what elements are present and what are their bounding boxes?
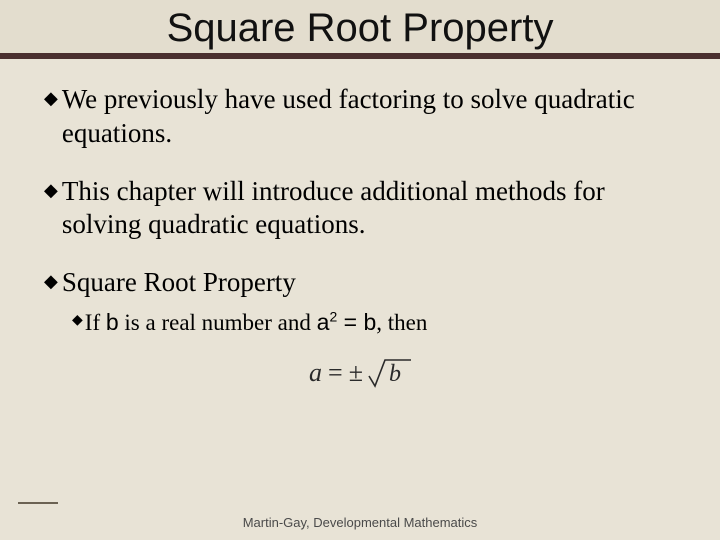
bullet-2-text: This chapter will introduce additional m… <box>62 175 676 243</box>
bullet-2: ◆ This chapter will introduce additional… <box>44 175 676 243</box>
diamond-icon: ◆ <box>72 308 83 334</box>
sub-var-b1: b <box>106 309 119 335</box>
slide-body: ◆ We previously have used factoring to s… <box>0 59 720 388</box>
equation: a = ± b <box>44 358 676 388</box>
title-bar: Square Root Property <box>0 0 720 59</box>
diamond-icon: ◆ <box>44 175 58 205</box>
sub-bullet-1-text: If b is a real number and a2 = b, then <box>85 308 428 338</box>
decorative-line <box>18 502 58 504</box>
sub-eq: = <box>337 309 363 335</box>
sub-text-mid2: is a real number and <box>119 310 317 335</box>
equation-pm: ± <box>349 358 363 388</box>
diamond-icon: ◆ <box>44 266 58 296</box>
sub-var-b2: b <box>363 309 376 335</box>
equation-eq: = <box>328 358 343 388</box>
sub-var-a: a <box>317 309 330 335</box>
diamond-icon: ◆ <box>44 83 58 113</box>
sqrt-icon: b <box>367 358 411 388</box>
footer-text: Martin-Gay, Developmental Mathematics <box>0 515 720 530</box>
bullet-3-text: Square Root Property <box>62 266 296 300</box>
bullet-3: ◆ Square Root Property ◆ If b is a real … <box>44 266 676 338</box>
equation-radicand: b <box>389 361 401 388</box>
slide-title: Square Root Property <box>0 6 720 51</box>
bullet-1: ◆ We previously have used factoring to s… <box>44 83 676 151</box>
sub-bullet-1: ◆ If b is a real number and a2 = b, then <box>72 308 676 338</box>
sub-text-suffix: , then <box>376 310 427 335</box>
bullet-1-text: We previously have used factoring to sol… <box>62 83 676 151</box>
equation-lhs: a <box>309 358 322 388</box>
sub-text-prefix: If <box>85 310 106 335</box>
